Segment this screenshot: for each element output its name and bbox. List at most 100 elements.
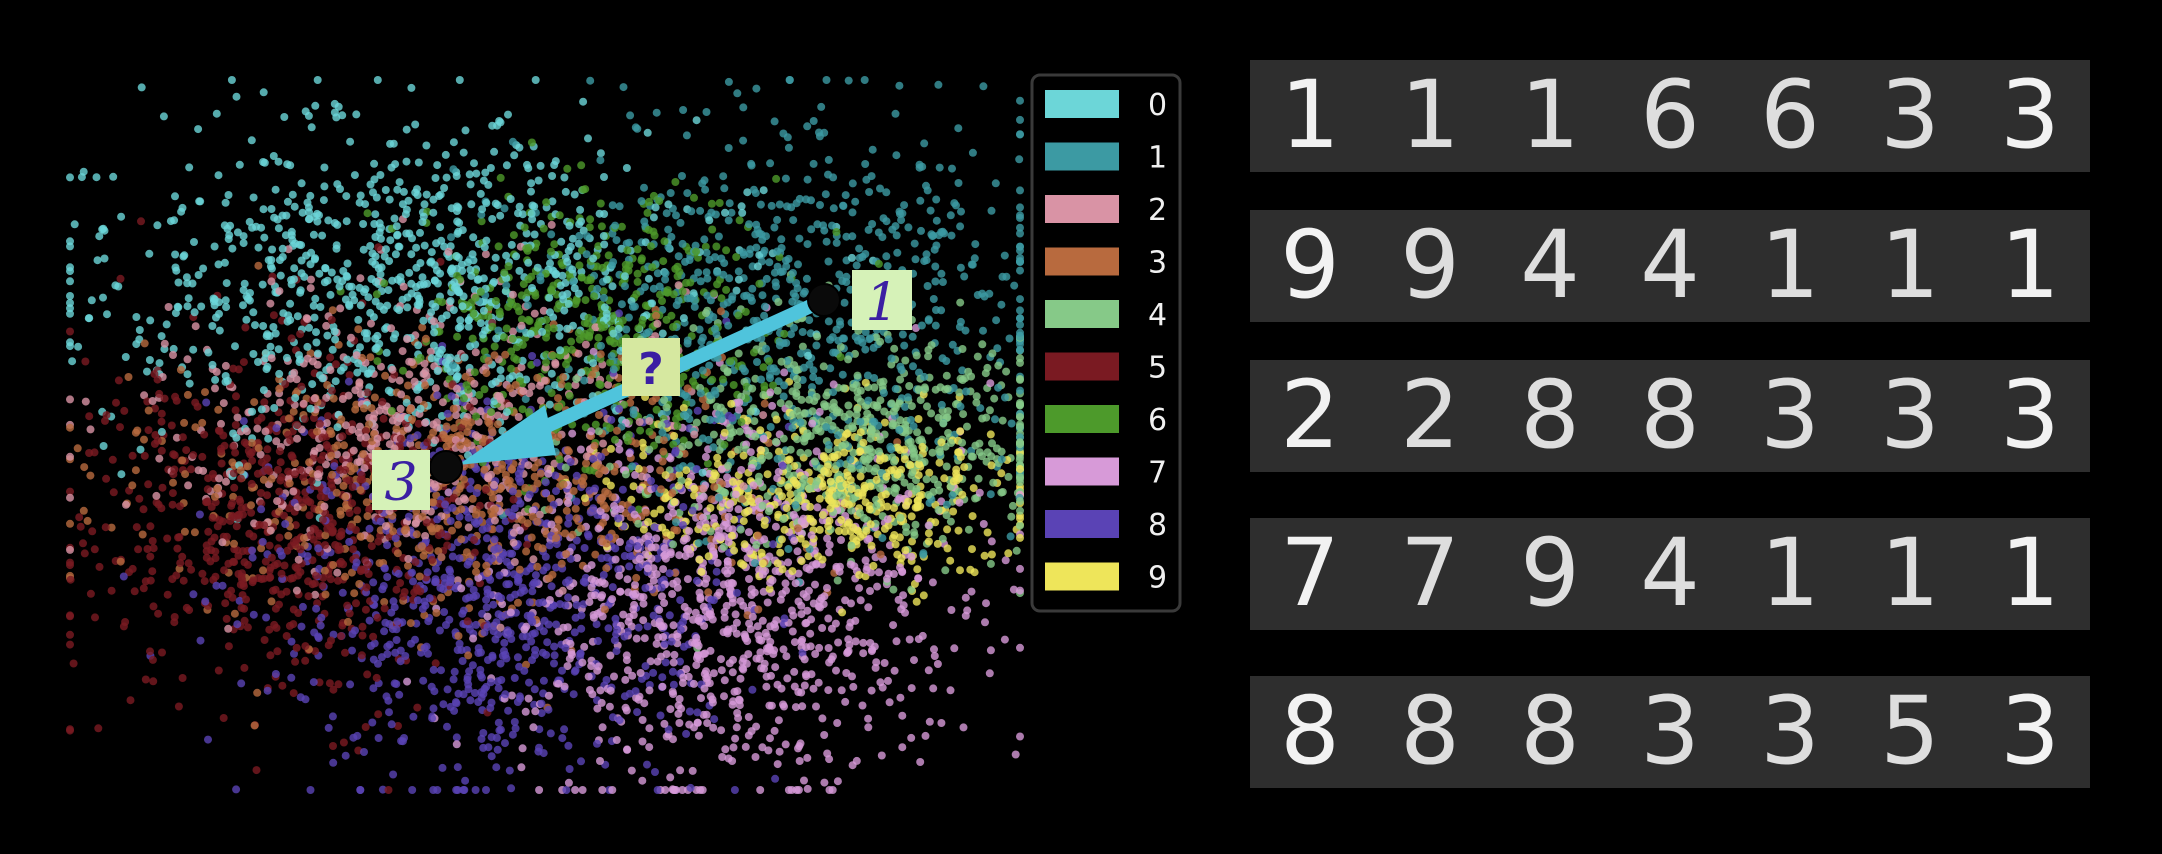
scatter-point-2 (509, 327, 517, 336)
scatter-point-4 (561, 463, 570, 472)
scatter-point-8 (413, 431, 422, 440)
scatter-point-5 (102, 411, 111, 420)
scatter-point-8 (404, 512, 413, 521)
scatter-point-7 (518, 744, 527, 753)
scatter-point-1 (1016, 115, 1024, 124)
scatter-point-8 (435, 626, 444, 635)
scatter-point-7 (815, 407, 824, 416)
scatter-point-0 (422, 141, 431, 150)
scatter-point-4 (887, 360, 896, 369)
scatter-point-8 (385, 708, 393, 717)
scatter-point-1 (991, 415, 999, 424)
scatter-point-6 (633, 245, 642, 254)
scatter-point-0 (145, 356, 154, 364)
scatter-point-8 (429, 704, 438, 713)
scatter-point-1 (910, 239, 919, 248)
scatter-point-4 (968, 452, 977, 461)
scatter-point-6 (542, 198, 551, 207)
scatter-point-4 (874, 447, 883, 456)
scatter-point-9 (777, 535, 786, 544)
scatter-point-9 (908, 537, 916, 546)
scatter-point-4 (973, 352, 982, 361)
scatter-point-6 (453, 332, 462, 341)
scatter-point-8 (395, 690, 404, 699)
scatter-point-4 (896, 375, 905, 384)
scatter-point-5 (358, 622, 367, 631)
scatter-point-4 (750, 417, 759, 426)
scatter-point-7 (825, 755, 834, 764)
scatter-point-0 (114, 282, 123, 291)
scatter-point-0 (224, 235, 233, 244)
scatter-point-6 (468, 334, 477, 343)
scatter-point-8 (538, 648, 547, 657)
scatter-point-5 (369, 632, 378, 641)
scatter-point-7 (828, 652, 837, 661)
scatter-point-7 (928, 578, 937, 587)
scatter-point-1 (851, 197, 860, 206)
scatter-point-7 (744, 731, 753, 740)
scatter-point-4 (896, 416, 905, 425)
scatter-point-7 (959, 723, 968, 732)
scatter-point-0 (328, 345, 337, 354)
scatter-point-1 (752, 84, 761, 93)
scatter-point-1 (938, 354, 947, 363)
scatter-point-0 (388, 276, 397, 285)
scatter-point-6 (679, 372, 688, 381)
scatter-point-1 (720, 184, 729, 193)
scatter-point-7 (610, 672, 618, 681)
scatter-point-9 (935, 458, 944, 467)
scatter-point-0 (211, 375, 220, 384)
scatter-point-2 (398, 347, 407, 356)
scatter-point-0 (283, 197, 292, 206)
scatter-point-7 (1009, 585, 1018, 594)
scatter-point-6 (581, 296, 590, 305)
scatter-point-4 (779, 434, 788, 443)
scatter-point-5 (135, 494, 144, 503)
scatter-point-2 (356, 390, 365, 398)
scatter-point-5 (146, 552, 155, 561)
scatter-point-8 (476, 666, 485, 674)
scatter-point-9 (968, 512, 977, 521)
scatter-point-7 (544, 691, 553, 700)
scatter-point-0 (481, 168, 490, 177)
scatter-point-5 (523, 540, 532, 549)
scatter-point-6 (701, 242, 710, 251)
scatter-point-8 (508, 487, 517, 496)
scatter-point-8 (482, 603, 491, 612)
scatter-point-7 (619, 610, 628, 619)
scatter-point-1 (820, 128, 829, 137)
scatter-point-8 (712, 567, 721, 576)
scatter-point-0 (371, 233, 380, 241)
scatter-point-8 (608, 713, 617, 722)
scatter-point-3 (488, 493, 497, 502)
scatter-point-2 (529, 555, 538, 564)
scatter-point-3 (571, 504, 580, 513)
scatter-point-3 (230, 609, 239, 618)
scatter-point-4 (959, 410, 968, 419)
scatter-point-5 (282, 587, 291, 596)
scatter-point-8 (443, 409, 452, 418)
scatter-point-8 (419, 676, 428, 685)
scatter-point-8 (423, 568, 432, 577)
scatter-point-9 (835, 475, 844, 484)
scatter-point-3 (326, 427, 335, 435)
scatter-point-5 (260, 636, 269, 644)
scatter-point-4 (798, 342, 807, 351)
scatter-point-1 (848, 232, 857, 241)
scatter-point-1 (785, 76, 794, 84)
scatter-point-0 (300, 272, 309, 281)
scatter-point-8 (262, 613, 271, 622)
scatter-point-0 (316, 303, 325, 311)
scatter-point-0 (429, 208, 438, 217)
scatter-point-3 (285, 479, 294, 488)
scatter-point-7 (728, 598, 737, 607)
scatter-point-1 (1016, 96, 1024, 105)
scatter-point-1 (802, 274, 811, 283)
scatter-point-0 (306, 260, 315, 269)
scatter-point-0 (221, 296, 230, 305)
scatter-point-7 (728, 757, 737, 765)
scatter-point-4 (913, 428, 922, 437)
scatter-point-8 (771, 774, 780, 783)
scatter-point-6 (660, 237, 669, 246)
scatter-point-8 (685, 707, 694, 716)
